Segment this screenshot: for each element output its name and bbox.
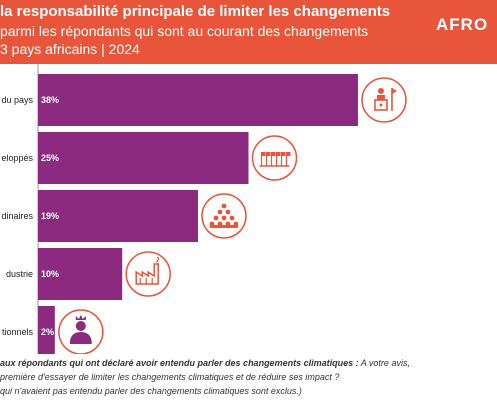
chart-title: la responsabilité principale de limiter … (0, 3, 391, 20)
category-label: dinaires (1, 211, 33, 221)
bar (38, 74, 358, 126)
footnote-line3: qui n'avaient pas entendu parler des cha… (0, 386, 302, 396)
flags-icon (251, 135, 298, 181)
category-label: du pays (1, 95, 33, 105)
category-label: tionnels (2, 327, 34, 337)
traditional-leader-icon (58, 309, 104, 354)
chart-subtitle-line1: parmi les répondants qui sont au courant… (0, 23, 369, 39)
factory-icon (125, 251, 171, 297)
government-official-icon (361, 77, 407, 123)
chart-subtitle-line2: 3 pays africains | 2024 (0, 41, 140, 57)
header-banner: la responsabilité principale de limiter … (0, 0, 497, 64)
bar-value-label: 2% (41, 327, 54, 337)
bar (38, 306, 55, 354)
footnote-bold: aux répondants qui ont déclaré avoir ent… (0, 358, 359, 368)
footnote-rest: A votre avis, (358, 358, 410, 368)
footnote-line1: aux répondants qui ont déclaré avoir ent… (0, 358, 410, 368)
bar-value-label: 25% (41, 153, 59, 163)
bar-value-label: 19% (41, 211, 59, 221)
footnote-line2: première d'essayer de limiter les change… (0, 372, 340, 382)
category-label: dustrie (6, 269, 33, 279)
category-label: eloppés (1, 153, 33, 163)
bar-chart: du pays 38% eloppés 25% dinaires 19% dustrie 10… (1, 64, 407, 354)
bar (38, 132, 249, 184)
brand-logo: AFRO (436, 15, 489, 34)
bar (38, 248, 123, 300)
crowd-icon (201, 193, 247, 239)
bar-value-label: 38% (41, 95, 59, 105)
bar-value-label: 10% (41, 269, 59, 279)
bar (38, 190, 198, 242)
